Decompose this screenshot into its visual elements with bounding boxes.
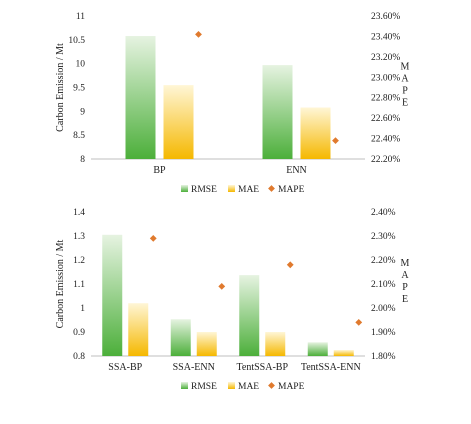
y2-tick-label: 2.40%: [371, 208, 396, 218]
bar-mae-enn: [300, 107, 331, 159]
bar-rmse-ssa-bp: [102, 234, 123, 356]
legend-label-mape: MAPE: [278, 382, 305, 392]
y2-axis-label-letter: P: [402, 282, 408, 293]
y-tick-label: 9.5: [73, 84, 85, 94]
x-category-label: ENN: [286, 165, 307, 176]
y-axis-label: Carbon Emission / Mt: [55, 239, 66, 328]
y-tick-label: 1.3: [73, 232, 85, 242]
point-mape-enn: [332, 137, 339, 145]
y2-tick-label: 2.20%: [371, 256, 396, 266]
y-tick-label: 1: [80, 304, 85, 314]
y2-tick-label: 2.00%: [371, 304, 396, 314]
x-category-label: BP: [153, 165, 166, 176]
x-category-label: TentSSA-ENN: [301, 362, 361, 373]
y2-tick-label: 1.90%: [371, 328, 396, 338]
chart-panel-2: 0.8 0.9 1 1.1 1.2 1.3 1.4 1.80% 1.90% 2.00% 2.10% 2…: [55, 208, 410, 392]
y2-axis-label-letter: E: [402, 98, 408, 109]
legend: RMSE MAE MAPE: [181, 185, 305, 195]
y2-tick-label: 23.40%: [371, 32, 400, 42]
x-category-label: SSA-ENN: [173, 362, 215, 373]
legend-swatch-rmse: [181, 382, 188, 389]
y2-tick-label: 22.80%: [371, 94, 400, 104]
y2-axis-label-letter: A: [401, 74, 409, 85]
point-mape-bp: [195, 30, 202, 38]
point-mape-tentssa-enn: [355, 319, 363, 326]
point-mape-ssa-bp: [149, 235, 157, 242]
bar-rmse-enn: [262, 65, 293, 159]
y-tick-label: 0.8: [73, 352, 85, 362]
y-tick-label: 8: [80, 155, 85, 165]
y2-axis-label-letter: P: [402, 86, 408, 97]
y2-tick-label: 1.80%: [371, 352, 396, 362]
x-category-label: TentSSA-BP: [236, 362, 288, 373]
y2-tick-label: 2.10%: [371, 280, 396, 290]
bar-mae-tentssa-bp: [265, 332, 286, 356]
y2-axis-label-letter: E: [402, 294, 408, 305]
bar-mae-tentssa-enn: [333, 350, 354, 356]
bar-mae-bp: [163, 85, 194, 159]
y-axis-label: Carbon Emission / Mt: [55, 43, 66, 132]
y2-axis-label-letter: M: [401, 62, 410, 73]
bar-rmse-tentssa-enn: [307, 342, 328, 356]
y2-axis-label-letter: A: [401, 270, 409, 281]
y2-tick-label: 23.20%: [371, 53, 400, 63]
y2-tick-label: 23.60%: [371, 12, 400, 22]
legend-swatch-mape: [268, 185, 275, 192]
y-tick-label: 1.2: [73, 256, 85, 266]
y-tick-label: 8.5: [73, 131, 85, 141]
y-tick-label: 1.1: [73, 280, 85, 290]
legend-swatch-rmse: [181, 185, 188, 192]
y-tick-label: 10: [76, 60, 86, 70]
y-tick-label: 1.4: [73, 208, 85, 218]
y-tick-label: 9: [80, 107, 85, 117]
y-tick-label: 11: [76, 12, 85, 22]
y2-tick-label: 22.40%: [371, 135, 400, 145]
y2-axis-label-letter: M: [401, 258, 410, 269]
bar-mae-ssa-bp: [128, 303, 149, 356]
y2-tick-label: 22.20%: [371, 155, 400, 165]
bar-rmse-ssa-enn: [170, 319, 191, 356]
point-mape-ssa-enn: [218, 283, 226, 290]
legend-label-rmse: RMSE: [191, 382, 217, 392]
legend-label-mae: MAE: [238, 382, 259, 392]
bar-mae-ssa-enn: [196, 332, 217, 356]
chart-panel-1: 8 8.5 9 9.5 10 10.5 11 22.20% 22.40% 22.60% 22.80%…: [55, 12, 410, 195]
x-category-label: SSA-BP: [108, 362, 142, 373]
y2-tick-label: 23.00%: [371, 73, 400, 83]
y-tick-label: 10.5: [68, 36, 85, 46]
y2-tick-label: 22.60%: [371, 114, 400, 124]
legend-label-rmse: RMSE: [191, 185, 217, 195]
legend-label-mape: MAPE: [278, 185, 305, 195]
legend-swatch-mae: [228, 382, 235, 389]
legend-label-mae: MAE: [238, 185, 259, 195]
legend: RMSE MAE MAPE: [181, 382, 305, 392]
y-tick-label: 0.9: [73, 328, 85, 338]
bar-rmse-tentssa-bp: [239, 275, 260, 356]
bar-rmse-bp: [125, 36, 156, 159]
y2-tick-label: 2.30%: [371, 232, 396, 242]
legend-swatch-mae: [228, 185, 235, 192]
legend-swatch-mape: [268, 382, 275, 389]
point-mape-tentssa-bp: [286, 261, 294, 269]
